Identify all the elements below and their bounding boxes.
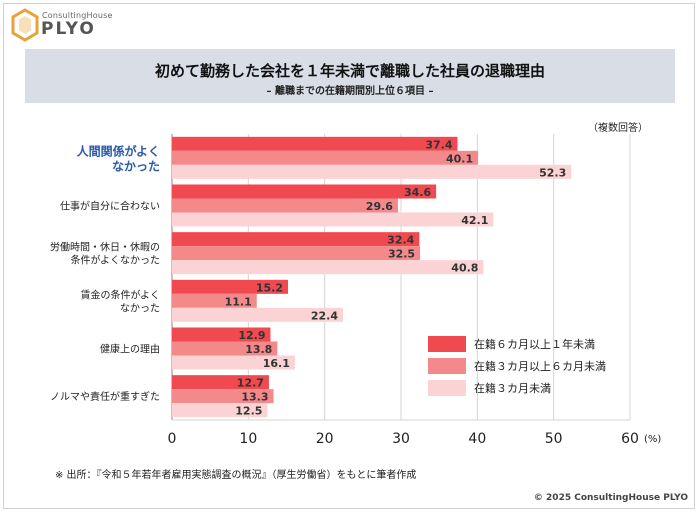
data-label: 13.8 xyxy=(245,343,272,356)
bar xyxy=(172,341,278,356)
data-label: 52.3 xyxy=(539,166,566,179)
bar xyxy=(172,279,289,294)
data-label: 34.6 xyxy=(404,186,431,199)
bar xyxy=(172,260,484,275)
data-label: 22.4 xyxy=(311,309,338,322)
logo xyxy=(10,8,160,42)
multiple-answer-note: （複数回答） xyxy=(588,123,648,134)
legend-swatch xyxy=(428,336,466,352)
x-tick-label: 50 xyxy=(545,431,563,447)
data-label: 42.1 xyxy=(461,214,488,227)
legend-label: 在籍３カ月未満 xyxy=(474,381,551,395)
data-label: 12.5 xyxy=(235,405,262,418)
category-label: なかった xyxy=(112,159,160,173)
legend-label: 在籍３カ月以上６カ月未満 xyxy=(474,359,606,373)
bar xyxy=(172,307,343,322)
category-label: なかった xyxy=(120,302,160,314)
legend-swatch xyxy=(428,380,466,396)
category-label: 賃金の条件がよく xyxy=(81,288,161,301)
category-label: 仕事が自分に合わない xyxy=(60,200,160,213)
bar xyxy=(172,327,271,342)
category-label: 労働時間・休日・休暇の xyxy=(50,241,160,254)
bar xyxy=(172,355,295,370)
bar xyxy=(172,212,494,227)
chart-subtitle: – 離職までの在籍期間別上位６項目 – xyxy=(266,86,434,97)
category-label: ノルマや責任が重すぎた xyxy=(50,390,160,403)
bar xyxy=(172,375,269,390)
x-tick-label: 10 xyxy=(239,431,257,447)
hexagon-logo-icon xyxy=(11,8,39,42)
data-label: 29.6 xyxy=(366,200,393,213)
bar xyxy=(172,164,572,179)
data-label: 37.4 xyxy=(425,138,452,151)
x-tick-label: 0 xyxy=(168,431,177,447)
bar xyxy=(172,184,437,199)
legend-swatch xyxy=(428,358,466,374)
category-label: 人間関係がよく xyxy=(77,143,160,158)
legend-label: 在籍６カ月以上１年未満 xyxy=(474,337,595,351)
data-label: 40.8 xyxy=(451,262,478,275)
bar xyxy=(172,232,420,247)
category-label: 条件がよくなかった xyxy=(71,254,161,267)
bar xyxy=(172,136,458,151)
x-axis-unit: (%) xyxy=(644,434,661,445)
data-label: 12.9 xyxy=(238,329,265,342)
bar xyxy=(172,246,421,261)
data-label: 12.7 xyxy=(237,377,264,390)
x-tick-label: 60 xyxy=(621,431,639,447)
x-tick-label: 40 xyxy=(468,431,486,447)
x-tick-label: 30 xyxy=(392,431,410,447)
data-label: 15.2 xyxy=(256,281,283,294)
data-label: 32.5 xyxy=(388,248,415,261)
bar xyxy=(172,150,479,165)
title-band: 初めて勤務した会社を１年未満で離職した社員の退職理由 – 離職までの在籍期間別上… xyxy=(25,49,675,103)
data-label: 40.1 xyxy=(446,152,473,165)
chart-title: 初めて勤務した会社を１年未満で離職した社員の退職理由 xyxy=(154,62,545,80)
chart-frame xyxy=(3,3,695,509)
bar xyxy=(172,389,274,404)
data-label: 32.4 xyxy=(387,234,414,247)
bar xyxy=(172,293,257,308)
data-label: 16.1 xyxy=(263,357,290,370)
data-label: 13.3 xyxy=(241,391,268,404)
data-label: 11.1 xyxy=(225,295,252,308)
copyright: © 2025 ConsultingHouse PLYO xyxy=(533,493,688,503)
logo-wordmark: PLYO xyxy=(41,19,96,39)
bar xyxy=(172,198,398,213)
logo-subtext: ConsultingHouse xyxy=(42,11,113,20)
source-footnote: ※ 出所：『令和５年若年者雇用実態調査の概況』（厚生労働省）をもとに筆者作成 xyxy=(55,470,417,481)
x-tick-label: 20 xyxy=(316,431,334,447)
category-label: 健康上の理由 xyxy=(100,343,160,356)
bar xyxy=(172,403,268,418)
